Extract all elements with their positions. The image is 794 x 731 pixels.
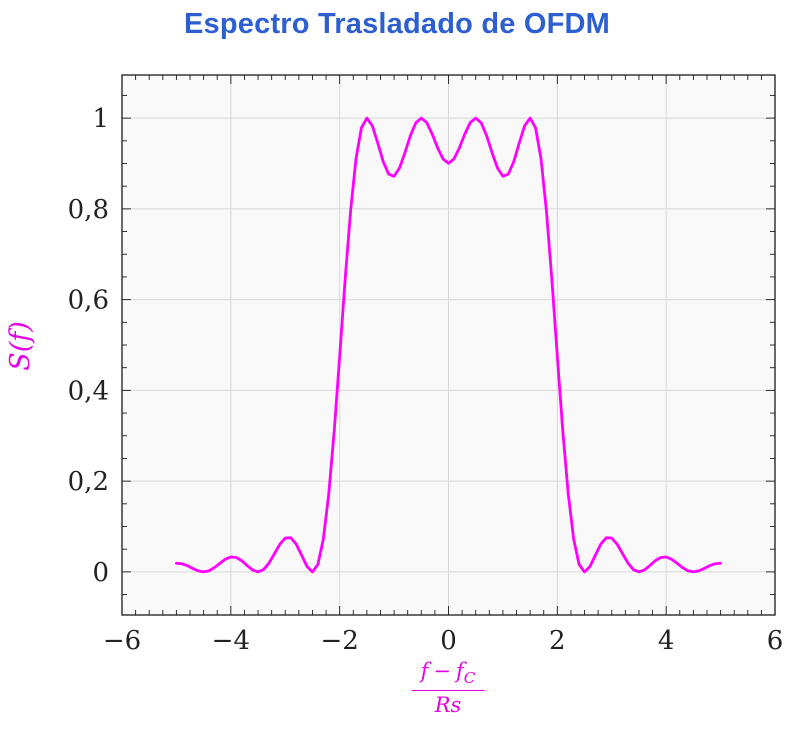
- plot-frame: [121, 74, 776, 616]
- x-tick-label: −4: [212, 626, 250, 656]
- x-tick-label: −2: [321, 626, 359, 656]
- numerator-minus: −: [433, 659, 452, 683]
- fraction-denominator: Rs: [434, 693, 462, 718]
- y-tick-label: 0: [92, 558, 109, 588]
- y-tick-label: 1: [92, 104, 109, 134]
- x-axis-label-fraction: f − fC Rs: [411, 659, 485, 718]
- y-tick-label: 0,2: [68, 467, 109, 497]
- x-tick-label: −6: [103, 626, 141, 656]
- numerator-subscript: C: [463, 669, 476, 688]
- y-axis-label: S(f): [5, 321, 36, 371]
- y-tick-label: 0,4: [68, 376, 109, 406]
- fraction-numerator: f − fC: [411, 659, 485, 692]
- y-tick-label: 0,8: [68, 195, 109, 225]
- x-tick-label: 6: [767, 626, 784, 656]
- x-tick-label: 4: [658, 626, 675, 656]
- numerator-f: f: [420, 659, 429, 683]
- x-tick-label: 2: [549, 626, 566, 656]
- x-tick-label: 0: [440, 626, 457, 656]
- numerator-fc: f: [456, 659, 464, 683]
- spectrum-curve: [175, 116, 722, 574]
- y-tick-label: 0,6: [68, 286, 109, 316]
- x-axis-label: f − fC Rs: [411, 659, 485, 718]
- chart-title: Espectro Trasladado de OFDM: [184, 8, 610, 40]
